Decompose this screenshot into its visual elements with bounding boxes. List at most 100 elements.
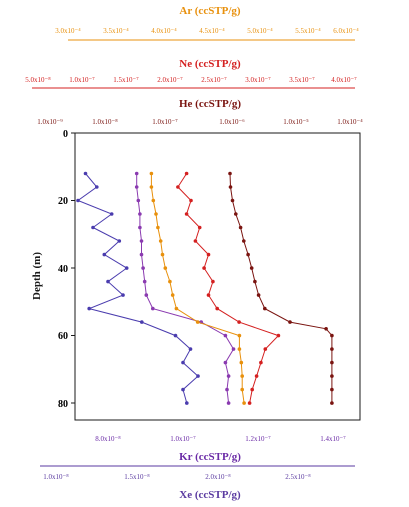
depth-label-40: 40 — [58, 264, 68, 275]
series-4-point-17 — [330, 387, 334, 392]
series-3-point-3 — [184, 212, 189, 216]
series-1-point-10 — [151, 306, 155, 311]
series-4-point-7 — [249, 266, 254, 270]
series-3-point-9 — [206, 293, 211, 297]
ar-tick-7: 6.0x10⁻⁴ — [333, 27, 359, 35]
series-2-point-16 — [240, 387, 244, 392]
ne-tick-4: 2.0x10⁻⁷ — [157, 76, 183, 84]
depth-label-80: 80 — [58, 399, 68, 410]
depth-label-60: 60 — [58, 331, 68, 342]
ne-tick-2: 1.0x10⁻⁷ — [69, 76, 95, 84]
series-0-point-0 — [83, 171, 88, 176]
series-1-line — [136, 173, 235, 404]
series-3-point-5 — [193, 239, 198, 243]
kr-tick-1: 8.0x10⁻⁸ — [95, 435, 121, 443]
series-2-point-0 — [149, 171, 154, 176]
he-tick-6: 1.0x10⁻⁴ — [337, 118, 363, 126]
series-1-point-6 — [139, 252, 144, 257]
series-3-point-4 — [197, 225, 202, 230]
xe-tick-1: 1.0x10⁻⁸ — [43, 473, 69, 481]
series-0-point-6 — [102, 252, 107, 257]
ne-tick-6: 3.0x10⁻⁷ — [245, 76, 271, 84]
ar-axis: Ar (ccSTP/g) 3.0x10⁻⁴ 3.5x10⁻⁴ 4.0x10⁻⁴ … — [55, 5, 359, 41]
series-3-point-10 — [215, 306, 219, 311]
series-1-point-15 — [226, 374, 231, 378]
series-2-point-6 — [160, 252, 165, 257]
series-3-point-6 — [206, 252, 211, 257]
series-0-point-9 — [121, 293, 125, 297]
kr-tick-2: 1.0x10⁻⁷ — [170, 435, 196, 443]
ar-tick-2: 3.5x10⁻⁴ — [103, 27, 129, 35]
series-3-point-2 — [189, 198, 193, 203]
plot-frame — [74, 132, 361, 421]
series-1-point-7 — [141, 266, 145, 270]
ne-axis-title: Ne (ccSTP/g) — [179, 58, 241, 70]
xe-tick-2: 1.5x10⁻⁸ — [124, 473, 150, 481]
series-0-point-4 — [91, 225, 95, 230]
series-1-point-12 — [223, 333, 228, 338]
series-0-point-15 — [196, 374, 200, 378]
ne-tick-1: 5.0x10⁻⁸ — [25, 76, 51, 84]
series-0-point-16 — [181, 387, 185, 392]
ne-tick-3: 1.5x10⁻⁷ — [113, 76, 139, 84]
series-3-point-15 — [254, 374, 259, 378]
series-0-point-10 — [87, 306, 91, 311]
series-4-point-3 — [234, 212, 238, 216]
series-0-point-5 — [117, 239, 122, 243]
ar-tick-3: 4.0x10⁻⁴ — [151, 27, 177, 35]
series-4-point-5 — [242, 239, 246, 243]
series-4-point-9 — [256, 293, 261, 297]
series-2-line — [150, 173, 245, 404]
series-4-point-11 — [288, 320, 292, 324]
series-1-point-16 — [225, 387, 229, 392]
series-4-point-16 — [330, 374, 334, 378]
series-2-point-15 — [240, 374, 244, 378]
series-2-point-2 — [151, 198, 156, 203]
xe-axis-title: Xe (ccSTP/g) — [179, 489, 241, 501]
series-2-point-7 — [163, 266, 168, 270]
xe-tick-4: 2.5x10⁻⁸ — [285, 473, 311, 481]
series-4-point-1 — [228, 185, 233, 189]
xe-tick-3: 2.0x10⁻⁸ — [205, 473, 231, 481]
ne-axis: Ne (ccSTP/g) 5.0x10⁻⁸ 1.0x10⁻⁷ 1.5x10⁻⁷ … — [25, 58, 357, 89]
series-layer — [76, 171, 334, 405]
series-1-point-17 — [226, 401, 231, 405]
series-0-point-2 — [76, 198, 80, 203]
series-0-point-8 — [106, 279, 110, 284]
series-4-point-14 — [330, 347, 334, 351]
series-3-line — [177, 173, 280, 404]
depth-label-0: 0 — [63, 129, 68, 140]
series-1-point-8 — [142, 279, 147, 284]
series-2-point-4 — [156, 225, 160, 230]
he-tick-5: 1.0x10⁻⁵ — [283, 118, 309, 126]
xe-axis: 1.0x10⁻⁸ 1.5x10⁻⁸ 2.0x10⁻⁸ 2.5x10⁻⁸ Xe (… — [40, 465, 355, 501]
series-3-point-16 — [250, 387, 254, 392]
depth-axis: Depth (m) 0 20 40 60 80 — [31, 129, 75, 410]
ne-tick-8: 4.0x10⁻⁷ — [331, 76, 357, 84]
series-0-point-17 — [185, 401, 189, 405]
series-0-point-12 — [173, 333, 178, 338]
series-1-point-1 — [134, 185, 139, 189]
series-1-point-14 — [223, 360, 228, 365]
series-3-point-17 — [247, 401, 252, 405]
series-4-point-8 — [253, 279, 257, 284]
series-4-point-10 — [263, 306, 267, 311]
series-2-point-1 — [149, 185, 154, 189]
series-4-point-2 — [230, 198, 235, 203]
kr-tick-3: 1.2x10⁻⁷ — [245, 435, 271, 443]
series-0-point-1 — [95, 185, 99, 189]
ne-tick-7: 3.5x10⁻⁷ — [289, 76, 315, 84]
series-4-point-6 — [246, 252, 250, 257]
series-1-point-4 — [138, 225, 142, 230]
ar-tick-1: 3.0x10⁻⁴ — [55, 27, 81, 35]
ar-tick-6: 5.5x10⁻⁴ — [295, 27, 321, 35]
series-3-point-12 — [276, 333, 281, 338]
series-0-point-11 — [140, 320, 144, 324]
he-axis: He (ccSTP/g) 1.0x10⁻⁹ 1.0x10⁻⁸ 1.0x10⁻⁷ … — [37, 98, 363, 126]
series-4-point-18 — [330, 401, 334, 405]
series-2-point-17 — [242, 401, 246, 405]
series-2-point-11 — [195, 320, 200, 324]
he-tick-4: 1.0x10⁻⁶ — [219, 118, 245, 126]
series-2-point-5 — [158, 239, 163, 243]
